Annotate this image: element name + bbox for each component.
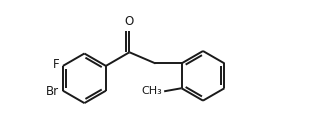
Text: Br: Br [46,85,59,98]
Text: CH₃: CH₃ [141,86,162,96]
Text: O: O [125,15,134,28]
Text: F: F [52,58,59,71]
